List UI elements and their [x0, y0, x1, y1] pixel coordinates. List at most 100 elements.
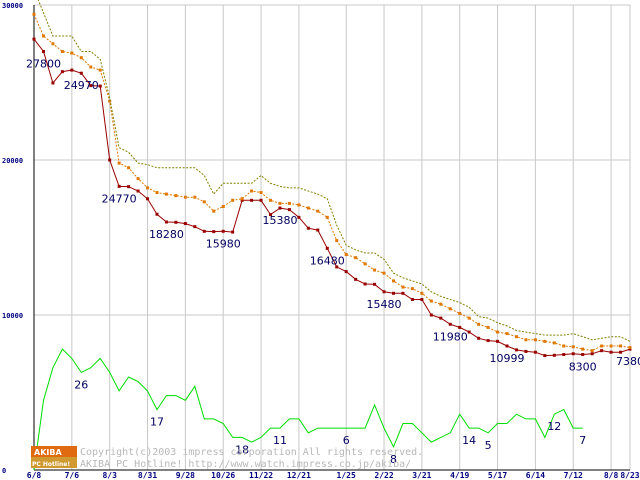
y-tick-label: 10000	[2, 312, 23, 320]
x-tick-label: 6/14	[526, 471, 545, 480]
data-point-avg-price	[127, 166, 131, 170]
data-point-min-price	[354, 277, 358, 281]
data-point-avg-price	[410, 287, 414, 291]
x-tick-label: 11/22	[249, 471, 273, 480]
data-point-avg-price	[155, 191, 159, 195]
data-point-avg-price	[391, 279, 395, 283]
data-point-avg-price	[174, 194, 178, 198]
x-tick-label: 3/21	[412, 471, 431, 480]
data-point-avg-price	[108, 99, 112, 103]
data-point-avg-price	[287, 201, 291, 205]
data-point-avg-price	[448, 307, 452, 311]
data-label: 15380	[262, 214, 297, 227]
akiba-logo-top	[31, 446, 77, 457]
data-label: 16480	[310, 254, 345, 267]
x-tick-label: 9/28	[176, 471, 195, 480]
akiba-logo-text: AKIBA	[34, 448, 62, 457]
data-point-min-price	[250, 198, 254, 202]
data-point-min-price	[183, 222, 187, 226]
data-label: 14	[462, 434, 476, 447]
data-point-min-price	[467, 330, 471, 334]
data-point-min-price	[571, 352, 575, 356]
data-point-min-price	[79, 71, 83, 75]
x-tick-label: 8/3	[102, 471, 117, 480]
data-point-avg-price	[373, 268, 377, 272]
data-point-avg-price	[278, 201, 282, 205]
y-tick-label: 30000	[2, 2, 23, 10]
copyright-watermark: AKIBA PC Hotline! Copyright(c)2003 impre…	[31, 446, 423, 470]
data-point-avg-price	[628, 346, 632, 350]
data-point-min-price	[609, 350, 613, 354]
data-point-min-price	[458, 325, 462, 329]
y-tick-label: 0	[2, 467, 6, 475]
data-point-avg-price	[335, 239, 339, 243]
data-point-min-price	[202, 229, 206, 233]
data-point-min-price	[619, 350, 623, 354]
data-point-avg-price	[240, 197, 244, 201]
data-point-avg-price	[60, 50, 64, 53]
data-label: 8	[390, 453, 397, 466]
data-point-avg-price	[316, 209, 320, 213]
data-point-min-price	[600, 349, 604, 353]
data-point-avg-price	[89, 65, 93, 69]
data-point-min-price	[89, 84, 93, 88]
data-point-avg-price	[581, 347, 585, 351]
data-label: 24770	[102, 192, 137, 205]
data-point-min-price	[146, 197, 150, 201]
data-point-avg-price	[136, 177, 140, 181]
data-label: 27800	[26, 58, 61, 71]
data-point-avg-price	[524, 338, 528, 342]
x-tick-label: 8/31	[138, 471, 157, 480]
data-point-min-price	[373, 282, 377, 286]
data-label: 12	[547, 420, 561, 433]
data-point-avg-price	[51, 42, 55, 46]
data-label: 7	[579, 434, 586, 447]
data-point-min-price	[287, 208, 291, 212]
y-tick-label: 20000	[2, 157, 23, 165]
copyright-line: Copyright(c)2003 impress corporation All…	[80, 447, 423, 458]
data-label: 18280	[149, 228, 184, 241]
data-point-min-price	[391, 291, 395, 295]
data-point-min-price	[297, 215, 301, 219]
data-point-avg-price	[231, 198, 235, 202]
data-point-min-price	[581, 353, 585, 357]
series-line-shop-count	[33, 348, 583, 471]
data-point-avg-price	[297, 203, 301, 207]
data-label: 15980	[206, 237, 241, 250]
data-label: 5	[485, 439, 492, 452]
data-point-avg-price	[439, 302, 443, 306]
data-point-avg-price	[467, 316, 471, 320]
data-label: 17	[150, 416, 164, 429]
data-point-avg-price	[363, 262, 367, 266]
data-point-avg-price	[420, 291, 424, 295]
data-point-avg-price	[344, 253, 348, 257]
data-point-avg-price	[117, 161, 121, 165]
data-point-min-price	[486, 339, 490, 343]
data-point-min-price	[164, 220, 168, 224]
data-point-min-price	[335, 265, 339, 269]
x-tick-label: 12/21	[287, 471, 311, 480]
data-point-avg-price	[221, 205, 225, 208]
data-label: 26	[74, 378, 88, 391]
data-point-avg-price	[212, 209, 216, 213]
data-label: 10999	[490, 352, 525, 365]
data-point-min-price	[628, 347, 632, 351]
data-point-avg-price	[458, 311, 462, 315]
series-layer	[32, 0, 632, 471]
data-point-min-price	[448, 322, 452, 326]
data-point-min-price	[117, 184, 121, 188]
data-point-min-price	[420, 298, 424, 302]
data-point-avg-price	[590, 349, 594, 353]
series-line-min-price	[33, 38, 631, 357]
data-point-min-price	[70, 68, 74, 72]
data-point-avg-price	[193, 195, 197, 199]
data-point-avg-price	[600, 344, 604, 348]
data-point-min-price	[552, 353, 556, 357]
data-point-min-price	[193, 225, 197, 229]
data-point-min-price	[543, 354, 547, 358]
data-point-min-price	[32, 37, 36, 41]
data-point-min-price	[316, 228, 320, 232]
data-point-avg-price	[325, 215, 329, 219]
